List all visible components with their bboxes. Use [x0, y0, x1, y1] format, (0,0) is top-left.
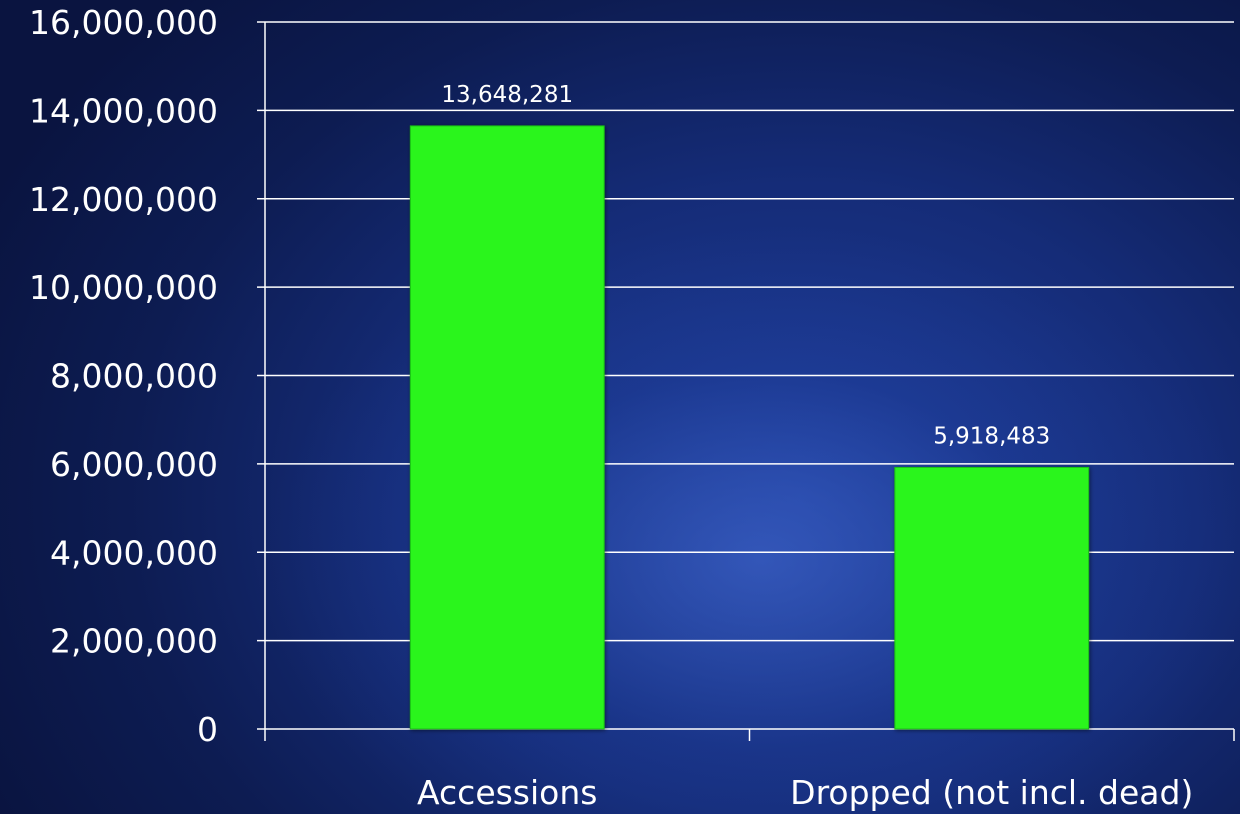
y-tick-label: 0 [197, 710, 218, 749]
y-tick-label: 16,000,000 [29, 3, 218, 42]
x-category-label: Accessions [417, 773, 597, 812]
y-tick-label: 10,000,000 [29, 268, 218, 307]
y-tick-label: 2,000,000 [50, 622, 218, 661]
bar-1 [894, 466, 1090, 730]
y-tick-label: 6,000,000 [50, 445, 218, 484]
y-tick-label: 12,000,000 [29, 180, 218, 219]
data-label: 5,918,483 [933, 423, 1050, 449]
bar-0 [409, 125, 605, 730]
labels: 0 2,000,000 4,000,000 6,000,000 8,000,000 10,… [29, 3, 1193, 812]
y-tick-label: 14,000,000 [29, 91, 218, 130]
y-tick-label: 8,000,000 [50, 357, 218, 396]
data-label: 13,648,281 [441, 82, 573, 108]
x-category-label: Dropped (not incl. dead) [790, 773, 1193, 812]
y-tick-label: 4,000,000 [50, 533, 218, 572]
bars [409, 125, 1090, 730]
